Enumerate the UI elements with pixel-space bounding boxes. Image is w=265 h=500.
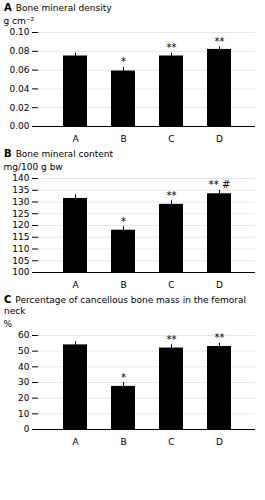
svg-text:100: 100 [12,267,29,277]
svg-text:mg/100 g bw: mg/100 g bw [4,162,63,172]
svg-text:0.06: 0.06 [9,65,29,75]
svg-text:115: 115 [12,232,29,242]
html-text:B Bone mineral content: B Bone mineral content [4,148,113,159]
svg-text:50: 50 [18,346,30,356]
svg-text:0.04: 0.04 [9,84,29,94]
svg-text:A: A [72,280,79,290]
svg-text:10: 10 [18,409,30,419]
html-text:C Percentage of cancellous bon: C Percentage of cancellous bone mass in … [4,294,246,316]
svg-text:30: 30 [18,377,30,387]
svg-text:C: C [168,437,174,447]
svg-text:B: B [120,280,126,290]
svg-text:0.02: 0.02 [9,103,29,113]
svg-text:**: ** [167,190,177,201]
svg-text:0.08: 0.08 [9,46,29,56]
svg-text:105: 105 [12,256,29,266]
svg-text:40: 40 [18,362,30,372]
svg-text:D: D [216,437,223,447]
svg-text:*: * [121,56,126,67]
svg-text:*: * [121,372,126,383]
svg-text:120: 120 [12,220,29,230]
svg-text:**: ** [167,334,177,345]
svg-text:g cm⁻²: g cm⁻² [4,16,35,26]
svg-text:**: ** [215,36,225,47]
svg-text:A: A [72,134,79,144]
svg-text:130: 130 [12,197,29,207]
svg-text:60: 60 [18,330,30,340]
svg-text:D: D [216,134,223,144]
svg-text:**: ** [215,332,225,343]
svg-text:0.10: 0.10 [9,27,29,37]
svg-text:** #: ** # [209,179,231,190]
svg-text:135: 135 [12,185,29,195]
svg-text:A: A [72,437,79,447]
svg-text:B: B [120,437,126,447]
svg-text:C: C [168,280,174,290]
svg-text:D: D [216,280,223,290]
svg-text:0: 0 [24,424,30,434]
svg-text:%: % [4,319,13,329]
svg-text:*: * [121,216,126,227]
svg-text:C: C [168,134,174,144]
svg-text:**: ** [167,42,177,53]
svg-text:140: 140 [12,173,29,183]
svg-text:0.00: 0.00 [9,121,29,131]
svg-text:110: 110 [12,244,29,254]
svg-text:125: 125 [12,209,29,219]
svg-text:B: B [120,134,126,144]
svg-text:20: 20 [18,393,30,403]
html-text:A Bone mineral density: A Bone mineral density [4,2,112,13]
